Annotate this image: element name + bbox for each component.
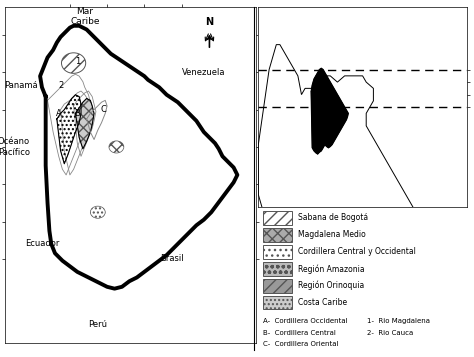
Text: C: C <box>100 105 106 114</box>
Text: Mar
Caribe: Mar Caribe <box>70 7 100 26</box>
Bar <box>263 228 292 242</box>
Text: Región Orinoquia: Región Orinoquia <box>298 281 364 291</box>
Text: Región Amazonia: Región Amazonia <box>298 264 365 273</box>
Bar <box>263 211 292 225</box>
Bar <box>263 262 292 276</box>
Bar <box>263 279 292 292</box>
Text: Venezuela: Venezuela <box>182 68 225 77</box>
Polygon shape <box>75 99 94 149</box>
Text: Cordillera Central y Occidental: Cordillera Central y Occidental <box>298 247 416 256</box>
Bar <box>263 245 292 258</box>
Bar <box>263 296 292 310</box>
Text: Océano
Pacífico: Océano Pacífico <box>0 137 30 157</box>
Text: 1-  Rio Magdalena: 1- Rio Magdalena <box>367 318 430 324</box>
Polygon shape <box>40 26 237 289</box>
Text: 2-  Rio Cauca: 2- Rio Cauca <box>367 330 413 336</box>
Text: Brasil: Brasil <box>160 254 184 263</box>
Text: Magdalena Medio: Magdalena Medio <box>298 230 366 240</box>
Text: C-  Cordillera Oriental: C- Cordillera Oriental <box>263 341 338 347</box>
Text: B-  Cordillera Central: B- Cordillera Central <box>263 330 336 336</box>
Ellipse shape <box>91 206 105 218</box>
Polygon shape <box>258 45 463 357</box>
Text: Perú: Perú <box>88 320 107 328</box>
Text: B: B <box>74 109 80 118</box>
Text: 2: 2 <box>58 81 63 90</box>
Ellipse shape <box>109 141 124 153</box>
Text: A: A <box>56 109 62 118</box>
Text: Ecuador: Ecuador <box>25 240 59 248</box>
Text: A-  Cordillera Occidental: A- Cordillera Occidental <box>263 318 347 324</box>
Text: 1: 1 <box>75 57 80 66</box>
Text: Sabana de Bogotá: Sabana de Bogotá <box>298 213 368 222</box>
Text: N: N <box>205 17 213 27</box>
Text: Costa Caribe: Costa Caribe <box>298 298 347 307</box>
Polygon shape <box>311 69 348 154</box>
Text: Panamá: Panamá <box>5 81 38 90</box>
Ellipse shape <box>62 53 86 73</box>
